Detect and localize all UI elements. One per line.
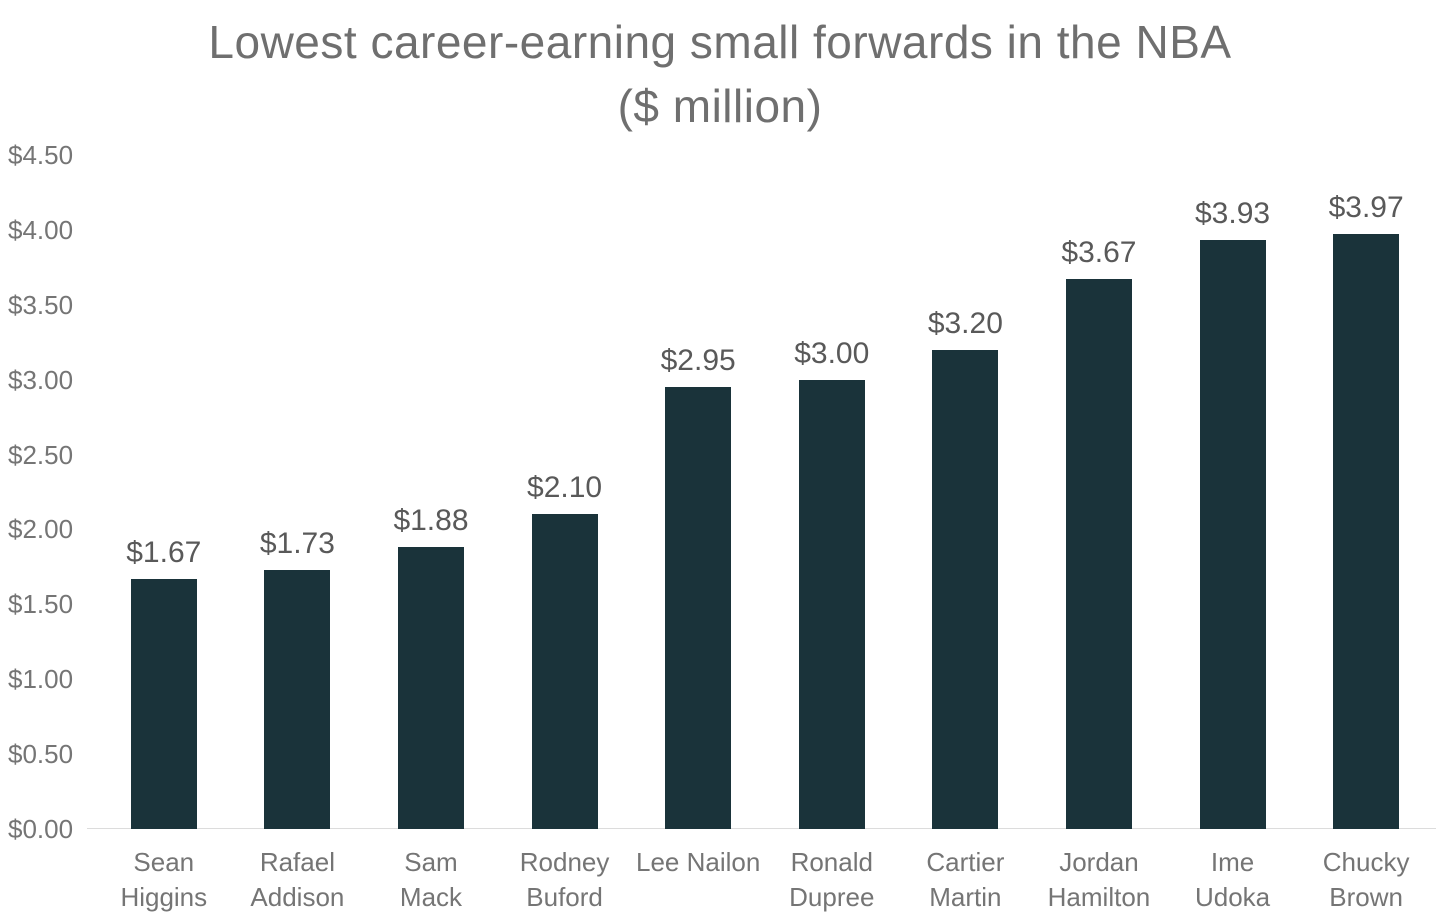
y-tick-label: $2.00 — [8, 514, 74, 545]
x-axis-label: Sam Mack — [350, 845, 512, 915]
chart-title-line-2: ($ million) — [617, 80, 823, 132]
bar-value-label: $2.10 — [527, 471, 603, 505]
bar — [665, 387, 732, 829]
bar-value-label: $3.97 — [1328, 191, 1404, 225]
x-axis-label: Ronald Dupree — [751, 845, 913, 915]
bar-group: $2.10 Rodney Buford — [498, 155, 632, 912]
x-axis-label-line: Rafael — [259, 847, 335, 877]
bar-group: $3.00 Ronald Dupree — [765, 155, 899, 912]
x-axis-label-line: Jordan — [1059, 847, 1139, 877]
y-tick-label: $4.50 — [8, 140, 74, 170]
y-tick-label: $3.50 — [8, 289, 74, 320]
plot-area: $1.67 Sean Higgins $1.73 Rafael Addison $1.88 S… — [87, 155, 1436, 912]
x-axis-label-line: Higgins — [120, 882, 208, 912]
x-axis-label-line: Ronald — [790, 847, 873, 877]
bar-value-label: $2.95 — [660, 344, 736, 378]
chart-title-line-1: Lowest career-earning small forwards in … — [208, 16, 1232, 68]
x-axis-label-line: Lee Nailon — [636, 847, 761, 877]
bar — [1199, 240, 1266, 829]
x-axis-label: Rafael Addison — [217, 845, 379, 915]
x-axis-label-line: Sam — [404, 847, 458, 877]
x-axis-label-line: Brown — [1329, 882, 1403, 912]
y-tick-label: $3.00 — [8, 364, 74, 395]
bar-group: $3.67 Jordan Hamilton — [1032, 155, 1166, 912]
x-axis-label-line: Mack — [399, 882, 463, 912]
bar-group: $3.93 Ime Udoka — [1166, 155, 1300, 912]
chart-title: Lowest career-earning small forwards in … — [0, 10, 1440, 138]
bar-group: $1.88 Sam Mack — [364, 155, 498, 912]
x-axis-label-line: Chucky — [1322, 847, 1410, 877]
bar — [932, 349, 999, 829]
x-axis-label: Sean Higgins — [83, 845, 245, 915]
x-axis-label: Cartier Martin — [885, 845, 1047, 915]
x-axis-label-line: Martin — [929, 882, 1002, 912]
bar-value-label: $3.00 — [794, 336, 870, 370]
bar-group: $2.95 Lee Nailon — [631, 155, 765, 877]
bar-value-label: $1.67 — [126, 535, 202, 569]
bar — [1333, 234, 1400, 829]
bar — [264, 569, 331, 829]
x-axis-label-line: Sean — [133, 847, 195, 877]
y-tick-label: $0.00 — [8, 814, 74, 844]
x-axis-label: Lee Nailon — [617, 845, 779, 880]
x-axis-label: Chucky Brown — [1285, 845, 1440, 915]
bar — [397, 547, 464, 829]
bar-value-label: $1.73 — [259, 526, 335, 560]
x-axis-label-line: Dupree — [789, 882, 875, 912]
y-tick-label: $1.50 — [8, 589, 74, 620]
x-axis-label-line: Cartier — [926, 847, 1005, 877]
bar-group: $3.97 Chucky Brown — [1299, 155, 1433, 912]
bar — [798, 379, 865, 829]
y-tick-label: $4.00 — [8, 214, 74, 245]
bar — [531, 514, 598, 829]
bar — [130, 578, 197, 829]
x-axis-label-line: Buford — [526, 882, 603, 912]
y-tick-label: $0.50 — [8, 739, 74, 770]
x-axis-label-line: Rodney — [519, 847, 610, 877]
bar-group: $3.20 Cartier Martin — [899, 155, 1033, 912]
bar-value-label: $3.93 — [1195, 197, 1271, 231]
y-tick-label: $2.50 — [8, 439, 74, 470]
bar-value-label: $1.88 — [393, 504, 469, 538]
x-axis-label-line: Hamilton — [1047, 882, 1151, 912]
y-axis: $0.00 $0.50 $1.00 $1.50 $2.00 $2.50 $3.00 $3.50… — [8, 141, 88, 843]
bar — [1065, 279, 1132, 829]
x-axis-label: Jordan Hamilton — [1018, 845, 1180, 915]
bar-value-label: $3.67 — [1061, 236, 1137, 270]
x-axis-label-line: Addison — [250, 882, 345, 912]
x-axis-line — [87, 828, 1436, 829]
x-axis-label-line: Udoka — [1194, 882, 1271, 912]
x-axis-label-line: Ime — [1210, 847, 1255, 877]
bar-group: $1.73 Rafael Addison — [231, 155, 365, 912]
y-tick-label: $1.00 — [8, 664, 74, 695]
x-axis-label: Ime Udoka — [1152, 845, 1314, 915]
x-axis-label: Rodney Buford — [484, 845, 646, 915]
bar-value-label: $3.20 — [927, 306, 1003, 340]
bar-group: $1.67 Sean Higgins — [97, 155, 231, 912]
